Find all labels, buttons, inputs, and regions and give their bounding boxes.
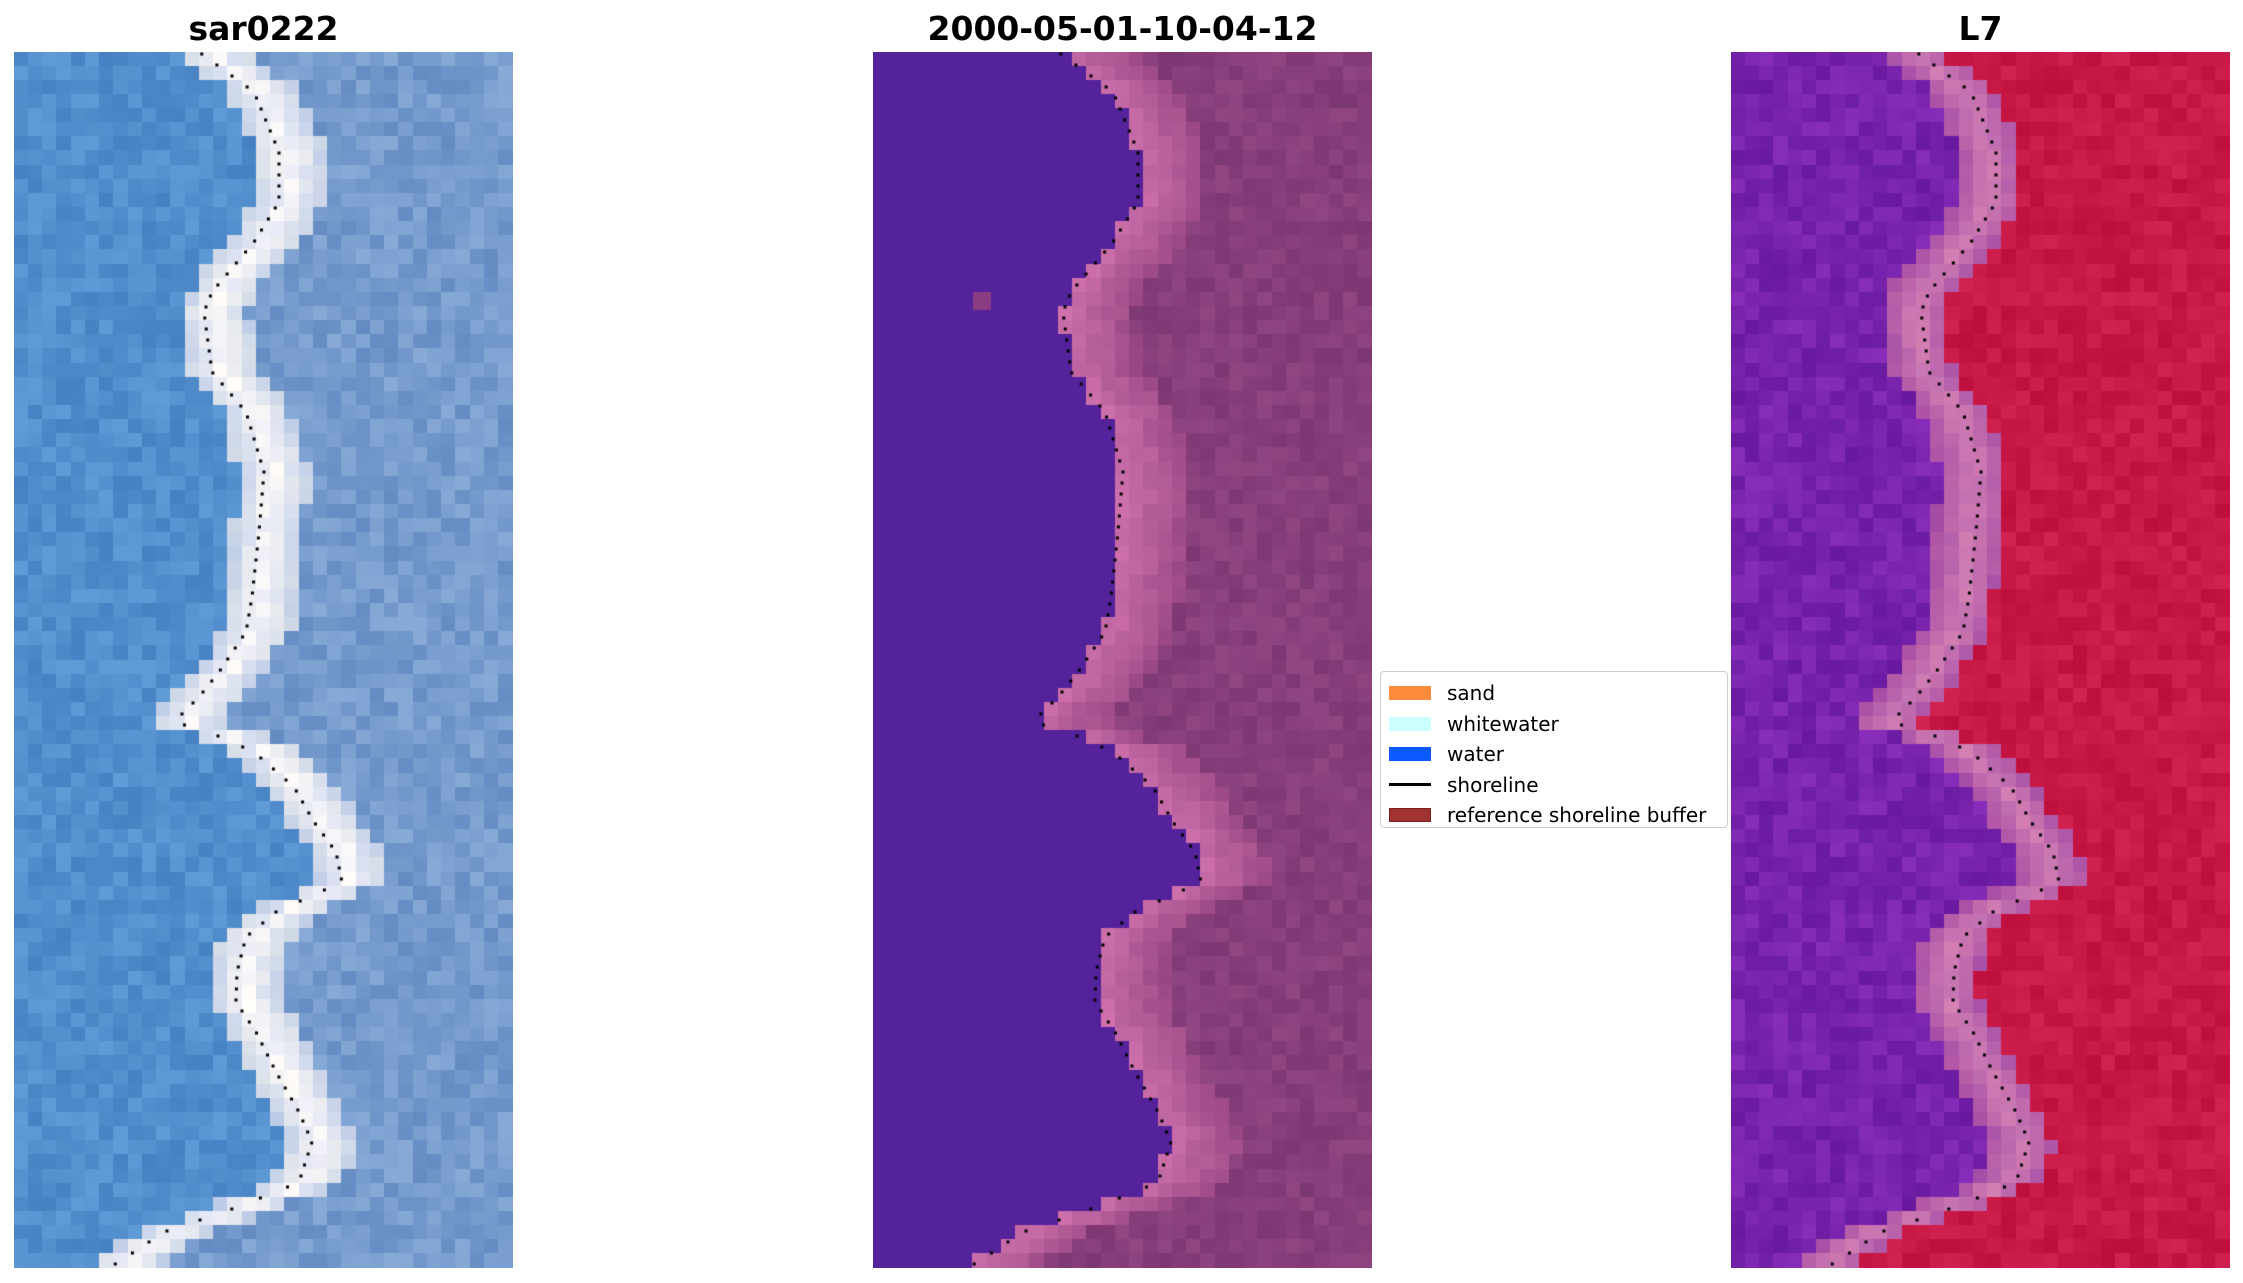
legend-label: water xyxy=(1447,742,1504,767)
panel-3-title: L7 xyxy=(1958,9,2003,48)
legend-item-reference-buffer: reference shoreline buffer xyxy=(1389,800,1727,831)
classified-image xyxy=(873,52,1372,1268)
rgb-image-panel xyxy=(14,52,513,1268)
legend-item-sand: sand xyxy=(1389,678,1727,709)
legend-item-whitewater: whitewater xyxy=(1389,709,1727,740)
legend: sand whitewater water shoreline referenc… xyxy=(1380,671,1728,828)
legend-item-shoreline: shoreline xyxy=(1389,770,1727,801)
rgb-image xyxy=(14,52,513,1268)
panel-1-title: sar0222 xyxy=(188,9,339,48)
shoreline-line-swatch xyxy=(1389,783,1431,787)
classified-image-panel xyxy=(873,52,1372,1268)
panel-2-title: 2000-05-01-10-04-12 xyxy=(927,9,1318,48)
legend-label: shoreline xyxy=(1447,772,1539,797)
legend-label: whitewater xyxy=(1447,711,1559,736)
legend-item-water: water xyxy=(1389,739,1727,770)
legend-label: reference shoreline buffer xyxy=(1447,803,1707,828)
index-image xyxy=(1731,52,2230,1268)
index-image-panel xyxy=(1731,52,2230,1268)
reference-buffer-swatch xyxy=(1389,808,1431,823)
water-swatch xyxy=(1389,747,1431,762)
whitewater-swatch xyxy=(1389,716,1431,731)
legend-label: sand xyxy=(1447,681,1496,706)
sand-swatch xyxy=(1389,686,1431,701)
